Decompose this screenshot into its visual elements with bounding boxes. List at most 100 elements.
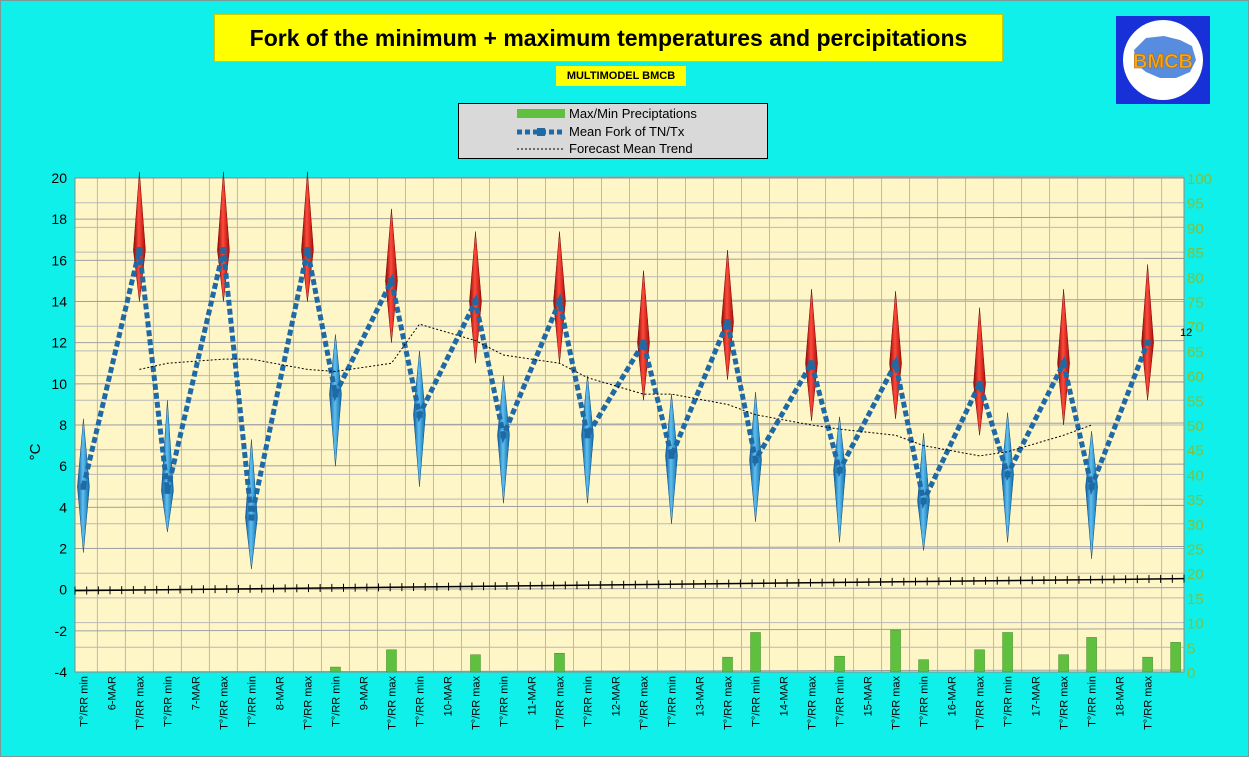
x-tick-label-12: T°/RR min xyxy=(414,676,426,727)
y2-tick-label: 15 xyxy=(1187,591,1204,608)
max-spread-diamond-12 xyxy=(1141,264,1154,401)
mean-fork-point-8 xyxy=(304,247,311,254)
y-tick-label: 16 xyxy=(51,252,67,268)
precip-bar-2 xyxy=(470,654,481,673)
y2-tick-label: 40 xyxy=(1187,467,1204,484)
x-tick-label-13: 10-MAR xyxy=(442,676,454,716)
x-tick-label-2: T°/RR max xyxy=(134,676,146,730)
precip-bar-13 xyxy=(1142,656,1153,673)
x-tick-label-4: 7-MAR xyxy=(190,676,202,710)
precip-bar-4 xyxy=(722,656,733,673)
precip-bar-9 xyxy=(974,649,985,673)
x-tick-label-22: 13-MAR xyxy=(695,676,707,716)
mean-fork-point-6 xyxy=(248,514,255,521)
precip-bar-0 xyxy=(330,666,341,673)
precip-bar-11 xyxy=(1058,654,1069,673)
mean-fork-point-0 xyxy=(80,483,87,490)
x-tick-label-37: 18-MAR xyxy=(1115,676,1127,716)
y-tick-label: 14 xyxy=(51,294,67,310)
x-tick-label-20: T°/RR max xyxy=(639,676,651,730)
mean-fork-point-38 xyxy=(1144,339,1151,346)
y-tick-label: 18 xyxy=(51,211,67,227)
max-spread-diamond-10 xyxy=(973,307,986,436)
y-tick-label: 4 xyxy=(59,499,67,515)
legend-label-trend: Forecast Mean Trend xyxy=(569,141,693,156)
x-tick-label-3: T°/RR min xyxy=(162,676,174,727)
max-spread-diamond-6 xyxy=(637,270,650,401)
mean-fork-point-32 xyxy=(976,380,983,387)
max-spread-diamond-11 xyxy=(1057,289,1070,426)
precip-bar-14 xyxy=(1170,642,1181,673)
mean-fork-point-20 xyxy=(640,339,647,346)
y2-tick-label: 10 xyxy=(1187,616,1204,633)
grid-line-primary xyxy=(74,216,1185,220)
y2-tick-label: 5 xyxy=(1187,640,1195,657)
legend-swatch-mean-fork xyxy=(517,126,565,138)
mean-fork-point-17 xyxy=(556,298,563,305)
y2-tick-label: 20 xyxy=(1187,566,1204,583)
y-tick-label: 2 xyxy=(59,541,67,557)
max-spread-diamond-7 xyxy=(721,250,734,380)
x-tick-label-31: 16-MAR xyxy=(947,676,959,716)
mean-fork-point-15 xyxy=(500,432,507,439)
y2-tick-label: 85 xyxy=(1187,245,1204,262)
x-tick-label-21: T°/RR min xyxy=(667,676,679,727)
x-tick-label-5: T°/RR max xyxy=(218,676,230,730)
mean-fork-point-26 xyxy=(808,360,815,367)
mean-fork-point-2 xyxy=(136,247,143,254)
mean-fork-line xyxy=(80,249,1150,519)
bmcb-logo: BMCB xyxy=(1116,16,1210,104)
mean-fork-point-33 xyxy=(1004,471,1011,478)
legend-item-trend: Forecast Mean Trend xyxy=(459,140,767,157)
x-tick-label-6: T°/RR min xyxy=(246,676,258,727)
x-tick-label-0: T°/RR min xyxy=(78,676,90,727)
x-tick-label-25: 14-MAR xyxy=(779,676,791,716)
x-tick-label-15: T°/RR min xyxy=(498,676,510,727)
y-tick-label: 6 xyxy=(59,458,67,474)
x-tick-label-1: 6-MAR xyxy=(106,676,118,710)
precip-bar-10 xyxy=(1002,632,1013,673)
y-tick-label: -4 xyxy=(55,664,68,680)
forecast-trend-line xyxy=(139,323,1092,457)
mean-fork-point-3 xyxy=(164,487,171,494)
grid-line-primary xyxy=(74,299,1185,302)
mean-fork-point-21 xyxy=(668,452,675,459)
y2-tick-label: 100 xyxy=(1187,171,1212,188)
x-tick-label-34: 17-MAR xyxy=(1031,676,1043,716)
y2-tick-label: 35 xyxy=(1187,492,1204,509)
x-tick-label-17: T°/RR max xyxy=(554,676,566,730)
mean-fork-point-30 xyxy=(920,498,927,505)
y2-tick-label: 90 xyxy=(1187,220,1204,237)
x-tick-label-11: T°/RR max xyxy=(386,676,398,730)
x-tick-label-36: T°/RR min xyxy=(1087,676,1099,727)
x-tick-label-16: 11-MAR xyxy=(526,676,538,716)
x-tick-label-24: T°/RR min xyxy=(751,676,763,727)
x-tick-label-18: T°/RR min xyxy=(582,676,594,727)
max-spread-diamond-8 xyxy=(805,289,818,421)
x-tick-label-26: T°/RR max xyxy=(807,676,819,730)
x-tick-label-33: T°/RR min xyxy=(1003,676,1015,727)
grid-line-primary xyxy=(74,340,1185,344)
mean-fork-point-36 xyxy=(1088,483,1095,490)
y2-tick-label: 95 xyxy=(1187,196,1204,213)
chart-subtitle: MULTIMODEL BMCB xyxy=(556,66,686,86)
x-tick-label-28: 15-MAR xyxy=(863,676,875,716)
x-tick-label-23: T°/RR max xyxy=(723,676,735,730)
mean-fork-point-29 xyxy=(892,360,899,367)
y-tick-label: 8 xyxy=(59,417,67,433)
grid-line-primary xyxy=(74,628,1185,632)
y2-tick-label: 30 xyxy=(1187,517,1204,534)
y2-tick-label: 65 xyxy=(1187,344,1204,361)
x-tick-label-7: 8-MAR xyxy=(274,676,286,710)
plot-border xyxy=(74,177,1185,673)
precip-bar-12 xyxy=(1086,637,1097,673)
x-tick-label-38: T°/RR max xyxy=(1143,676,1155,730)
x-tick-label-9: T°/RR min xyxy=(330,676,342,727)
x-tick-label-32: T°/RR max xyxy=(975,676,987,730)
y2-tick-label: 75 xyxy=(1187,295,1204,312)
x-tick-label-10: 9-MAR xyxy=(358,676,370,710)
mean-fork-point-14 xyxy=(472,298,479,305)
legend-swatch-trend xyxy=(517,143,565,155)
mean-fork-point-5 xyxy=(220,247,227,254)
